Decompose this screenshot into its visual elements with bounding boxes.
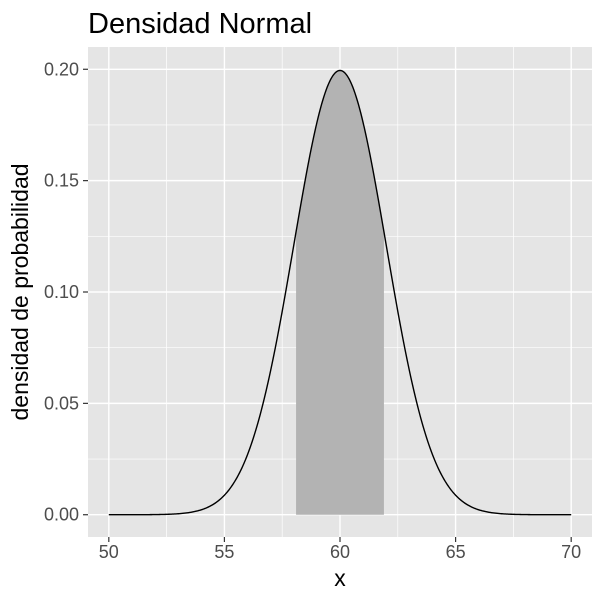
y-axis-label: densidad de probabilidad — [7, 163, 33, 420]
x-tick-label: 50 — [99, 542, 119, 562]
x-tick-label: 70 — [561, 542, 581, 562]
axis-ticks — [83, 68, 572, 542]
y-tick-label: 0.10 — [44, 282, 79, 302]
shaded-area-layer — [296, 70, 384, 515]
y-tick-label: 0.20 — [44, 59, 79, 79]
y-tick-label: 0.15 — [44, 171, 79, 191]
x-tick-label: 65 — [446, 542, 466, 562]
density-curve-layer — [108, 69, 572, 516]
x-tick-label: 55 — [214, 542, 234, 562]
shaded-probability-area — [296, 70, 384, 515]
y-tick-labels: 0.00 0.05 0.10 0.15 0.20 — [44, 59, 79, 524]
y-tick-label: 0.00 — [44, 505, 79, 525]
x-axis-label: x — [334, 565, 346, 591]
density-curve — [108, 69, 572, 516]
x-tick-label: 60 — [330, 542, 350, 562]
chart-title: Densidad Normal — [88, 8, 312, 40]
y-tick-label: 0.05 — [44, 393, 79, 413]
x-tick-labels: 50 55 60 65 70 — [99, 542, 581, 562]
